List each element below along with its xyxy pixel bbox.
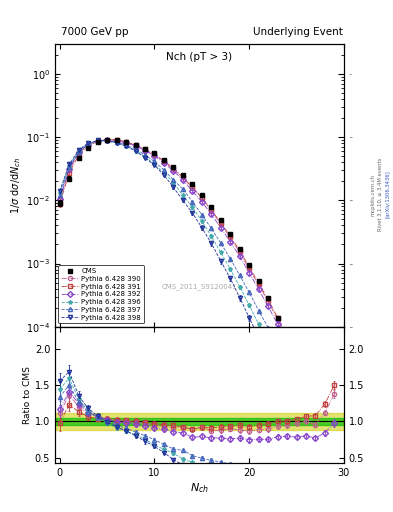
Text: Rivet 3.1.10, ≥ 3.4M events: Rivet 3.1.10, ≥ 3.4M events [378, 158, 383, 231]
Text: CMS_2011_S9120041: CMS_2011_S9120041 [162, 283, 237, 290]
X-axis label: $N_{ch}$: $N_{ch}$ [190, 481, 209, 495]
Text: mcplots.cern.ch: mcplots.cern.ch [371, 174, 376, 216]
Bar [55, 413, 344, 430]
Text: 7000 GeV pp: 7000 GeV pp [61, 27, 129, 37]
Text: [arXiv:1306.3436]: [arXiv:1306.3436] [385, 170, 390, 219]
Y-axis label: Ratio to CMS: Ratio to CMS [23, 366, 32, 424]
Text: Nch (pT > 3): Nch (pT > 3) [166, 52, 233, 62]
Text: Underlying Event: Underlying Event [253, 27, 343, 37]
Legend: CMS, Pythia 6.428 390, Pythia 6.428 391, Pythia 6.428 392, Pythia 6.428 396, Pyt: CMS, Pythia 6.428 390, Pythia 6.428 391,… [59, 265, 144, 323]
Bar [55, 418, 344, 425]
Y-axis label: 1/$\sigma$ d$\sigma$/d$N_{ch}$: 1/$\sigma$ d$\sigma$/d$N_{ch}$ [9, 156, 23, 214]
